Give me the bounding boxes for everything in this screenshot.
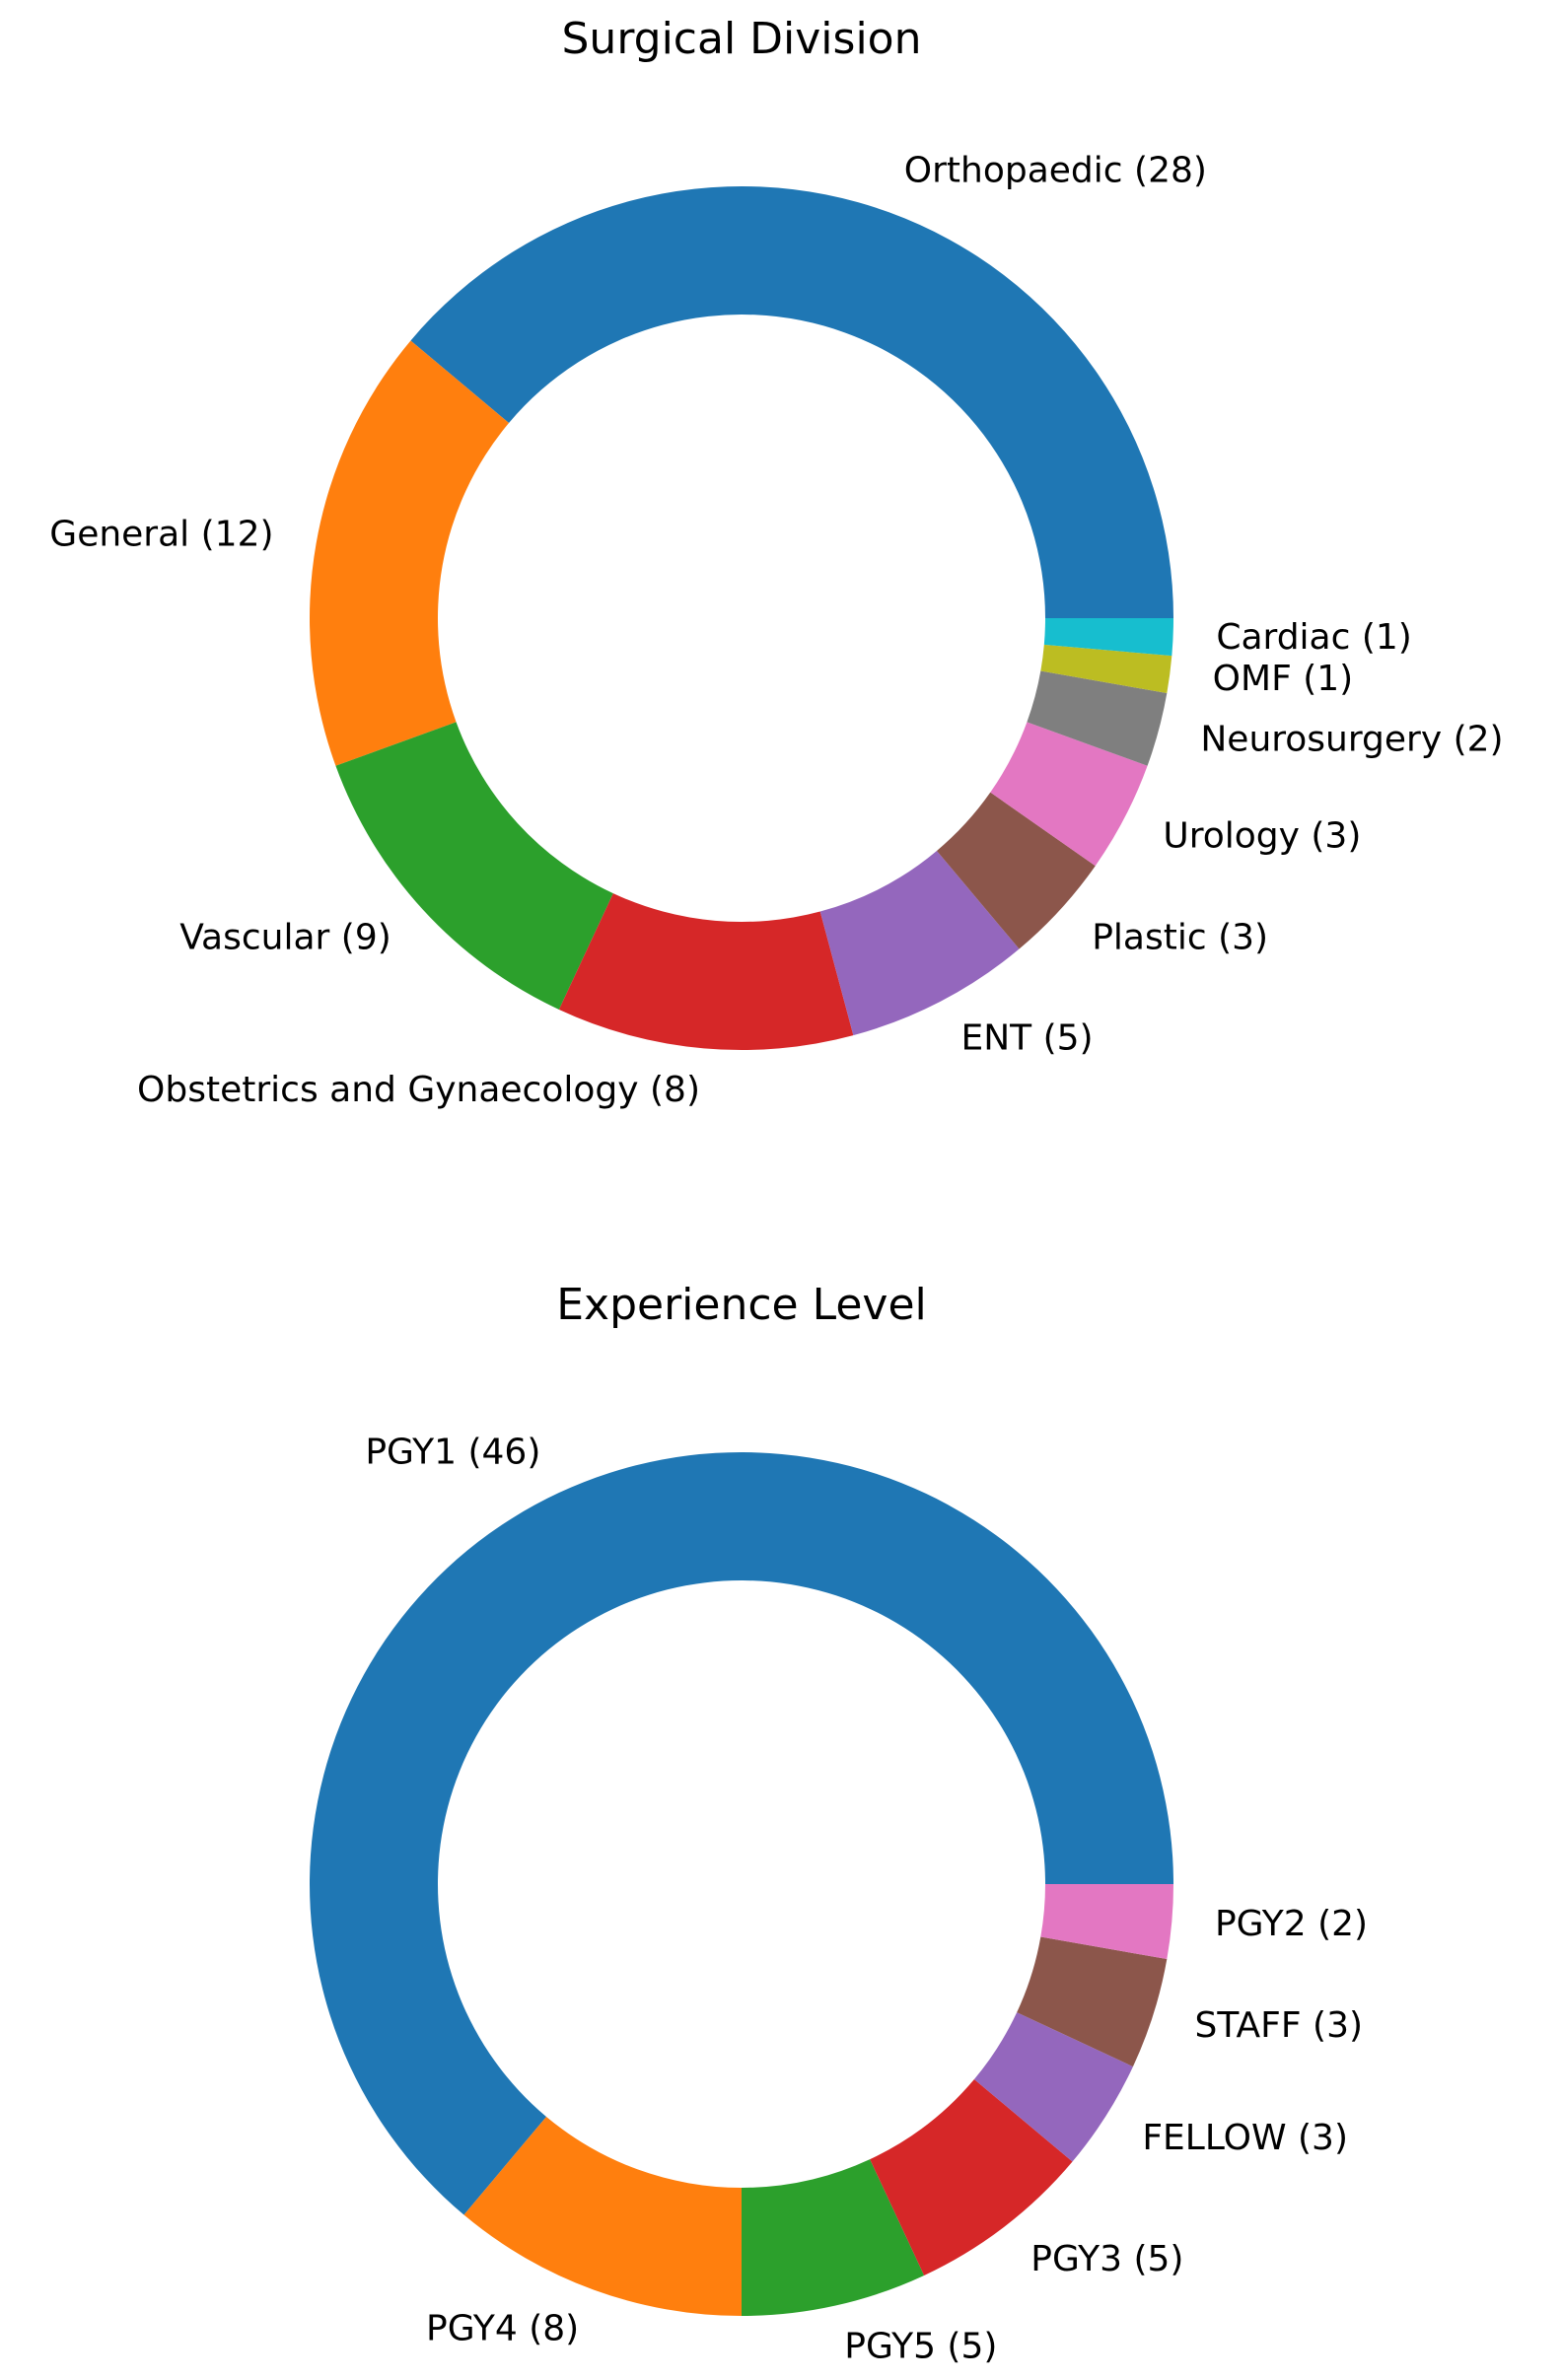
label-plastic: Plastic (3): [1092, 917, 1268, 957]
slice-neurosurgery: [1027, 670, 1168, 766]
label-urology: Urology (3): [1163, 815, 1361, 856]
label-general: General (12): [49, 514, 273, 554]
slice-obstetrics-and-gynaecology: [558, 893, 854, 1050]
slice-pgy4: [463, 2116, 742, 2316]
slice-pgy2: [1040, 1884, 1173, 1960]
label-pgy2: PGY2 (2): [1215, 1904, 1368, 1944]
label-fellow: FELLOW (3): [1142, 2118, 1348, 2158]
slice-orthopaedic: [410, 185, 1173, 618]
slice-fellow: [973, 2012, 1133, 2162]
slice-ent: [819, 850, 1020, 1036]
slice-urology: [990, 722, 1148, 867]
experience-level-slices: [309, 1452, 1174, 2316]
surgical-division-labels: Orthopaedic (28) General (12) Vascular (9)…: [49, 150, 1503, 1110]
label-pgy3: PGY3 (5): [1030, 2239, 1183, 2279]
slice-pgy5: [742, 2159, 925, 2316]
label-obstetrics-and-gynaecology: Obstetrics and Gynaecology (8): [137, 1070, 700, 1110]
label-pgy1: PGY1 (46): [365, 1432, 540, 1472]
slice-plastic: [936, 792, 1096, 949]
chart-title-experience-level: Experience Level: [556, 1280, 927, 1330]
label-pgy5: PGY5 (5): [844, 2326, 997, 2366]
label-pgy4: PGY4 (8): [426, 2309, 579, 2349]
label-cardiac: Cardiac (1): [1216, 617, 1412, 658]
slice-cardiac: [1043, 618, 1173, 657]
surgical-division-chart: Surgical Division Orthopaedic (28) Genera…: [49, 14, 1503, 1110]
chart-title-surgical-division: Surgical Division: [562, 14, 922, 64]
surgical-division-slices: [310, 185, 1173, 1050]
slice-vascular: [335, 722, 613, 1010]
label-orthopaedic: Orthopaedic (28): [904, 150, 1207, 190]
slice-staff: [1017, 1936, 1168, 2067]
label-vascular: Vascular (9): [179, 917, 391, 957]
slice-pgy3: [870, 2078, 1073, 2275]
experience-level-chart: Experience Level PGY1 (46) PGY4 (8) PGY5 (…: [309, 1280, 1368, 2366]
slice-general: [310, 340, 510, 766]
label-omf: OMF (1): [1213, 659, 1354, 699]
label-ent: ENT (5): [960, 1017, 1093, 1058]
label-neurosurgery: Neurosurgery (2): [1200, 720, 1503, 760]
label-staff: STAFF (3): [1195, 2005, 1364, 2046]
experience-level-labels: PGY1 (46) PGY4 (8) PGY5 (5) PGY3 (5) FELLOW …: [365, 1432, 1368, 2366]
slice-pgy1: [309, 1452, 1174, 2215]
slice-omf: [1040, 644, 1172, 694]
